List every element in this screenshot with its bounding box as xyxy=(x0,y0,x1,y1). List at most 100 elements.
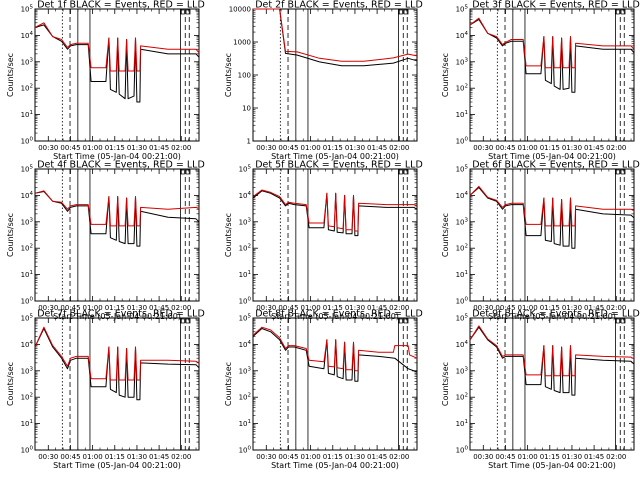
y-axis-label: Counts/sec xyxy=(224,213,233,257)
y-axis-label: Counts/sec xyxy=(441,53,450,97)
x-tick-label: 01:45 xyxy=(584,144,604,152)
y-tick-label: 102 xyxy=(21,393,33,402)
x-tick-label: 01:00 xyxy=(301,304,321,312)
x-tick-label: 02:00 xyxy=(389,304,409,312)
series-line-lld xyxy=(34,22,200,72)
y-tick-label: 101 xyxy=(456,419,468,428)
x-tick-label: 01:30 xyxy=(562,453,582,461)
y-tick-label: 100 xyxy=(456,446,469,455)
chart-panel-6: Det 6f BLACK = Events, RED = LLD 100 101 10… xyxy=(441,160,640,322)
x-tick-label: 01:30 xyxy=(562,304,582,312)
marker-box xyxy=(398,169,403,175)
x-tick-label: 01:00 xyxy=(301,453,321,461)
chart-title: Det 2f BLACK = Events, RED = LLD xyxy=(255,0,423,11)
y-tick-label: 104 xyxy=(21,191,34,200)
x-tick-label: 02:00 xyxy=(389,144,409,152)
marker-box xyxy=(185,9,191,15)
x-tick-label: 00:30 xyxy=(473,453,493,461)
chart-title: Det 3f BLACK = Events, RED = LLD xyxy=(472,0,640,11)
marker-box xyxy=(615,9,620,15)
y-tick-label: 101 xyxy=(456,110,468,119)
chart-title: Det 9f BLACK = Events, RED = LLD xyxy=(472,309,640,320)
y-tick-label: 100 xyxy=(456,297,469,306)
y-tick-label: 105 xyxy=(21,5,34,14)
y-tick-label: 104 xyxy=(456,340,469,349)
y-tick-label: 103 xyxy=(456,366,469,375)
y-tick-label: 102 xyxy=(21,84,33,93)
y-axis-label: Counts/sec xyxy=(6,213,15,257)
x-tick-label: 02:00 xyxy=(389,453,409,461)
y-tick-label: 104 xyxy=(21,340,34,349)
series-line-lld xyxy=(469,185,635,227)
y-tick-label: 101 xyxy=(239,419,251,428)
marker-box xyxy=(620,169,626,175)
x-tick-label: 01:30 xyxy=(562,144,582,152)
y-tick-label: 105 xyxy=(456,5,469,14)
chart-panel-5: Det 5f BLACK = Events, RED = LLD 100 101 10… xyxy=(224,160,423,322)
marker-box xyxy=(620,9,626,15)
x-tick-label: 00:45 xyxy=(495,453,515,461)
x-tick-label: 00:30 xyxy=(473,144,493,152)
series-line-lld xyxy=(252,326,418,372)
y-tick-label: 1 xyxy=(247,138,251,146)
y-tick-label: 10 xyxy=(242,105,251,113)
series-line-events xyxy=(253,8,418,67)
y-tick-label: 100 xyxy=(21,446,34,455)
series-line-lld xyxy=(469,325,635,377)
plot-frame xyxy=(252,168,418,302)
y-tick-label: 102 xyxy=(456,393,468,402)
y-tick-label: 104 xyxy=(239,191,252,200)
series-line-lld xyxy=(253,8,418,62)
x-tick-label: 01:45 xyxy=(367,304,387,312)
plot-frame xyxy=(469,168,635,302)
y-tick-label: 101 xyxy=(239,270,251,279)
y-tick-label: 105 xyxy=(239,314,252,323)
x-tick-label: 01:00 xyxy=(83,453,103,461)
x-axis-label: Start Time (05-Jan-04 00:21:00) xyxy=(488,152,616,161)
x-axis-label: Start Time (05-Jan-04 00:21:00) xyxy=(271,312,399,321)
x-tick-label: 01:45 xyxy=(149,453,169,461)
y-tick-label: 101 xyxy=(21,110,33,119)
x-tick-label: 01:15 xyxy=(105,453,125,461)
x-tick-label: 01:15 xyxy=(540,144,560,152)
marker-box xyxy=(403,169,409,175)
y-tick-label: 102 xyxy=(21,244,33,253)
y-tick-label: 103 xyxy=(21,57,34,66)
x-tick-label: 01:00 xyxy=(518,453,538,461)
x-tick-label: 01:15 xyxy=(323,304,343,312)
chart-panel-8: Det 8f BLACK = Events, RED = LLD 100 101 10… xyxy=(224,309,423,471)
x-tick-label: 00:30 xyxy=(256,304,276,312)
y-tick-label: 105 xyxy=(21,314,34,323)
y-tick-label: 101 xyxy=(21,419,33,428)
x-tick-label: 00:45 xyxy=(495,144,515,152)
chart-title: Det 5f BLACK = Events, RED = LLD xyxy=(255,160,423,171)
x-tick-label: 01:45 xyxy=(584,304,604,312)
y-tick-label: 100 xyxy=(21,137,34,146)
x-tick-label: 02:00 xyxy=(171,453,191,461)
plot-frame xyxy=(469,8,635,142)
series-line-lld xyxy=(34,190,200,227)
y-tick-label: 105 xyxy=(456,314,469,323)
x-tick-label: 01:45 xyxy=(367,453,387,461)
chart-panel-9: Det 9f BLACK = Events, RED = LLD 100 101 10… xyxy=(441,309,640,471)
x-axis-label: Start Time (05-Jan-04 00:21:00) xyxy=(53,152,181,161)
x-tick-label: 01:45 xyxy=(149,304,169,312)
x-tick-label: 00:30 xyxy=(256,453,276,461)
x-tick-label: 01:15 xyxy=(323,144,343,152)
x-tick-label: 02:00 xyxy=(171,304,191,312)
x-tick-label: 01:30 xyxy=(127,144,147,152)
x-tick-label: 01:00 xyxy=(518,144,538,152)
x-tick-label: 00:45 xyxy=(60,453,80,461)
y-tick-label: 103 xyxy=(456,217,469,226)
y-tick-label: 100 xyxy=(239,297,252,306)
x-axis-label: Start Time (05-Jan-04 00:21:00) xyxy=(53,312,181,321)
series-line-lld xyxy=(34,326,200,381)
y-tick-label: 101 xyxy=(21,270,33,279)
x-tick-label: 00:30 xyxy=(38,304,58,312)
x-tick-label: 00:30 xyxy=(38,453,58,461)
y-tick-label: 102 xyxy=(239,393,251,402)
marker-box xyxy=(615,169,620,175)
marker-box xyxy=(403,318,409,324)
chart-title: Det 1f BLACK = Events, RED = LLD xyxy=(37,0,205,11)
